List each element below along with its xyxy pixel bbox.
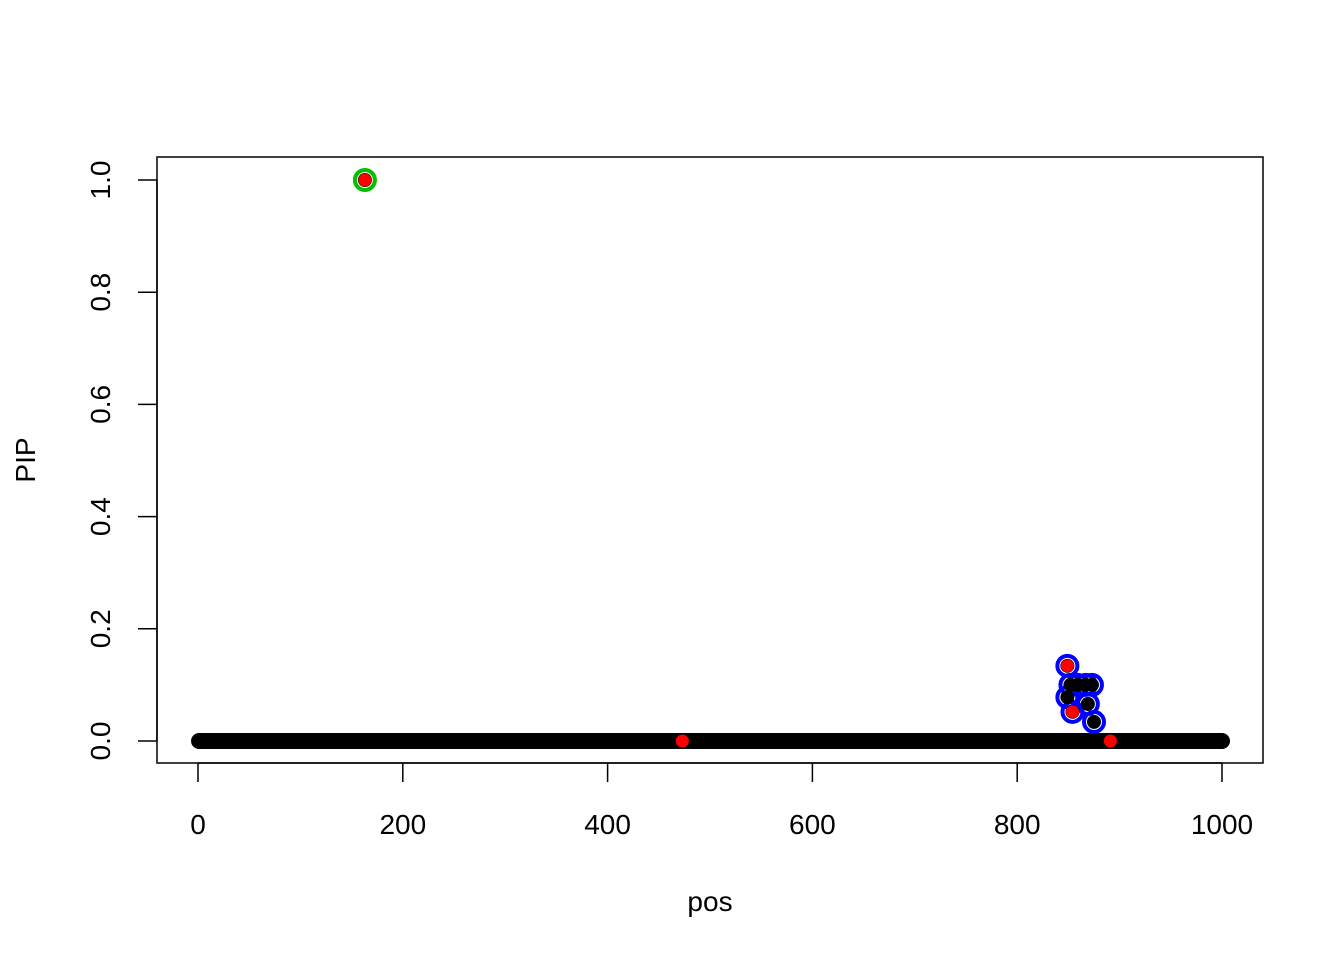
y-tick-label: 0.0 (85, 722, 116, 761)
y-tick-label: 0.4 (85, 497, 116, 536)
y-tick-label: 1.0 (85, 161, 116, 200)
x-tick-label: 1000 (1191, 809, 1253, 840)
y-axis: 0.0 0.2 0.4 0.6 0.8 1.0 (85, 161, 158, 761)
data-point (1060, 690, 1075, 705)
x-axis: 0 200 400 600 800 1000 (190, 762, 1253, 840)
true-effect-point (1060, 659, 1074, 673)
y-tick-label: 0.2 (85, 609, 116, 648)
true-effect-point (358, 173, 372, 187)
true-effect-point (1103, 734, 1117, 748)
plot-frame (156, 156, 1264, 764)
data-point (1080, 696, 1095, 711)
x-tick-label: 200 (379, 809, 426, 840)
points-layer (191, 168, 1230, 749)
x-tick-label: 600 (789, 809, 836, 840)
x-axis-label: pos (687, 886, 732, 917)
x-tick-label: 800 (994, 809, 1041, 840)
x-tick-label: 400 (584, 809, 631, 840)
x-tick-label: 0 (190, 809, 206, 840)
data-point (1087, 714, 1101, 729)
data-point (1084, 677, 1099, 692)
y-tick-label: 0.6 (85, 385, 116, 424)
y-tick-label: 0.8 (85, 273, 116, 312)
credible-set-ring (1082, 709, 1106, 734)
credible-set-ring (352, 168, 377, 192)
true-effect-point (675, 734, 689, 748)
true-effect-point (1065, 705, 1079, 719)
data-point (1214, 733, 1230, 749)
y-axis-label: PIP (10, 437, 41, 482)
